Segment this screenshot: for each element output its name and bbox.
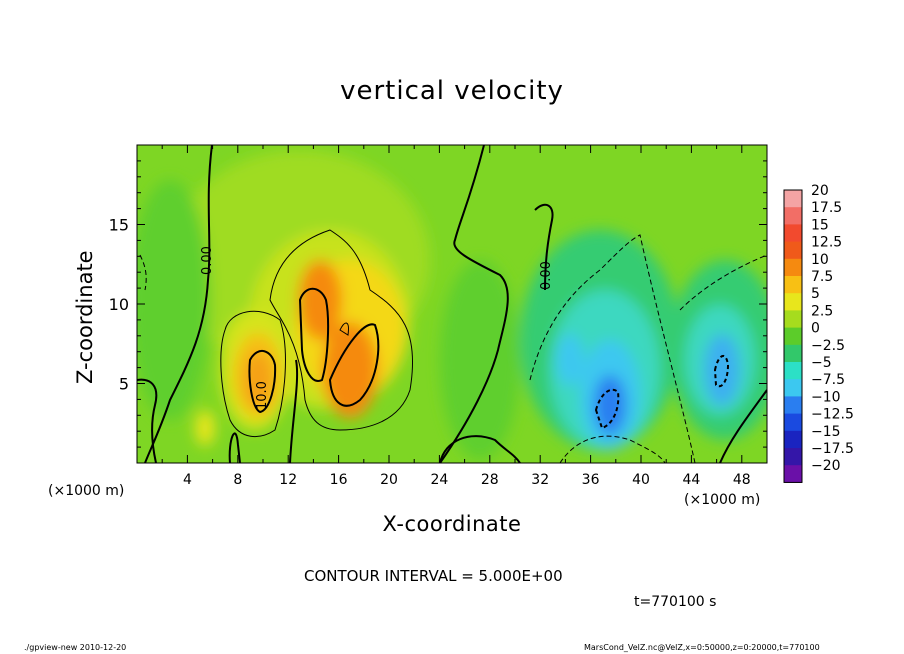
x-tick-label: 48 [733,472,751,488]
x-tick-label: 4 [183,472,192,488]
chart-title: vertical velocity [340,76,564,106]
colorbar-swatch [784,327,802,346]
contour-label-group: 0.00 0.00 10.0 [200,246,554,410]
x-unit-label: (×1000 m) [48,483,125,499]
colorbar-swatch [784,224,802,243]
colorbar-swatch [784,362,802,380]
colorbar-label: −2.5 [811,338,845,354]
colorbar-label: −15 [811,424,841,440]
x-tick-label: 44 [682,472,700,488]
colorbar-label: 5 [811,286,820,302]
colorbar-frame [783,189,803,483]
x-tick-label: 28 [481,472,499,488]
x-axis: 4 8 12 16 20 24 28 32 36 40 44 48 [161,145,751,488]
x-tick-label: 8 [233,472,242,488]
contour-label: 0.00 [200,246,215,275]
colorbar-label: −5 [811,355,832,371]
colorbar-swatch [784,276,802,294]
x-tick-label: 40 [632,472,650,488]
colorbar-swatch [784,379,802,397]
colorbar-swatch [784,465,802,483]
x-tick-label: 24 [430,472,448,488]
colorbar-swatch [784,413,802,432]
colorbar-label: 10 [811,252,829,268]
x-tick-label: 16 [330,472,348,488]
colorbar-label: 7.5 [811,269,833,285]
footer-right: MarsCond_VelZ.nc@VelZ,x=0:50000,z=0:2000… [584,643,820,652]
colorbar-swatch [784,258,802,277]
colorbar-swatch [784,448,802,466]
colorbar-swatch [784,207,802,225]
contour-lines [137,145,767,463]
y-tick-label: 5 [119,375,129,394]
y-axis-label: Z-coordinate [73,250,97,384]
y-tick-label: 15 [109,216,129,235]
x-tick-label: 32 [531,472,549,488]
colorbar-label: 0 [811,321,820,337]
time-label: t=770100 s [634,594,717,610]
x-tick-label: 12 [279,472,297,488]
colorbar-label: −17.5 [811,441,854,457]
x-tick-label: 36 [582,472,600,488]
x-unit-label-right: (×1000 m) [684,492,761,508]
colorbar-label: 2.5 [811,303,833,319]
contour-label: 0.00 [539,261,554,290]
colorbar-label: 15 [811,217,829,233]
y-axis: 5 10 15 [109,160,767,448]
contour-interval: CONTOUR INTERVAL = 5.000E+00 [304,567,563,585]
contour-label: 10.0 [255,381,270,410]
colorbar-label: −20 [811,458,841,474]
colorbar-label: 12.5 [811,235,842,251]
colorbar-swatch [784,344,802,363]
x-axis-label-text: X-coordinate [382,512,522,536]
x-tick-label: 20 [380,472,398,488]
colorbar-swatch [784,190,802,208]
colorbar-swatch [784,396,802,415]
colorbar-swatch [784,310,802,329]
colorbar-label: 20 [811,183,829,199]
colorbar-swatch [784,241,802,260]
colorbar-swatch [784,430,802,449]
colorbar-swatch [784,293,802,311]
colorbar-label: −10 [811,389,841,405]
x-axis-label: X-coordinate [0,512,904,536]
footer-left: ./gpview-new 2010-12-20 [24,643,127,652]
colorbar-label: −12.5 [811,407,854,423]
velocity-field [137,145,767,463]
y-tick-label: 10 [109,295,129,314]
colorbar-label: 17.5 [811,200,842,216]
colorbar-label: −7.5 [811,372,845,388]
